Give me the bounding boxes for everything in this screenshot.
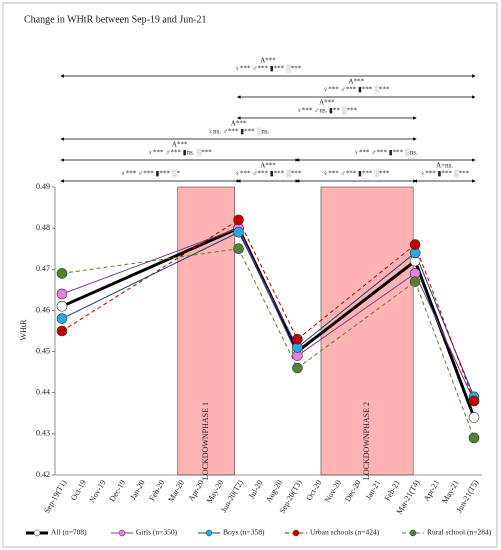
comparison-overall: A*** <box>260 162 276 170</box>
data-point <box>56 313 68 324</box>
comparison-overall: A*** <box>319 99 335 107</box>
data-point <box>409 239 421 250</box>
x-tick-label: Jan-20 <box>128 478 146 501</box>
x-tick-label: Apr-21 <box>422 478 441 502</box>
x-tick-label: Feb-21 <box>383 478 402 502</box>
region-label: LOCKDOWNPHASE 1 <box>201 402 210 480</box>
comparison-overall: A*** <box>231 120 247 128</box>
series-segment <box>297 252 416 348</box>
data-point <box>233 226 244 238</box>
series-segment <box>296 259 417 353</box>
data-point <box>468 395 480 407</box>
comparison-groups: ♀*** ♂*** ▮ns. ░*** <box>148 149 213 157</box>
legend-marker <box>409 529 417 537</box>
series-segment <box>61 227 239 295</box>
series-segment <box>238 227 298 356</box>
x-tick-label: Mar-20 <box>166 478 186 503</box>
x-tick-label: Dec-20 <box>343 478 363 503</box>
data-point <box>56 325 68 337</box>
series-segment <box>414 244 475 402</box>
x-tick-label: Dec-19 <box>108 478 128 503</box>
x-tick-label: Jan-21 <box>364 478 382 501</box>
data-point <box>233 243 244 255</box>
y-tick-label: 0.45 <box>36 346 50 355</box>
comparison-overall: A=ns. <box>436 162 453 170</box>
comparison-groups: ♀*** ♂*** ▮*** ░*** <box>323 170 390 178</box>
legend-marker <box>33 529 41 537</box>
legend-marker <box>118 529 126 537</box>
chart-title: Change in WHtR between Sep-19 and Jun-21 <box>24 14 207 25</box>
region-label: LOCKDOWNPHASE 2 <box>362 402 371 480</box>
comparison-overall: A*** <box>349 78 365 86</box>
data-point <box>292 362 303 374</box>
y-tick-label: 0.49 <box>36 182 50 191</box>
data-point <box>409 276 421 287</box>
series-segment <box>61 248 239 274</box>
y-tick-label: 0.43 <box>36 429 50 438</box>
y-tick-label: 0.46 <box>36 305 50 314</box>
x-tick-label: Nov-20 <box>323 478 343 504</box>
legend-label: Girls (n=350) <box>136 528 178 537</box>
x-tick-label: May-21 <box>440 478 460 504</box>
lockdown-region <box>320 186 414 476</box>
x-tick-label: Jul-20 <box>247 478 265 500</box>
legend-label: Boys (n=358) <box>223 528 265 537</box>
series-segment <box>413 260 476 418</box>
series-segment <box>297 281 416 369</box>
series-segment <box>238 232 298 348</box>
x-tick-label: May-20 <box>205 478 225 504</box>
legend-label: Urban schools (n=424) <box>310 528 380 537</box>
x-tick-label: Nov-19 <box>88 478 108 504</box>
x-tick-label: Feb-20 <box>147 478 166 502</box>
comparison-groups: ♀ns. ♂*** ▮*** ░ns. <box>208 128 270 136</box>
series-segment <box>238 248 298 369</box>
comparison-overall: A*** <box>172 141 188 149</box>
x-tick-label: Aug-20 <box>264 478 284 504</box>
y-tick-label: 0.44 <box>36 388 50 397</box>
series-segment <box>414 273 475 402</box>
comparison-overall: A*** <box>260 57 276 65</box>
x-tick-label: Oct-19 <box>69 478 88 502</box>
comparison-groups: ♀*** ♂ns. ▮** ░*** <box>297 107 358 115</box>
legend-marker <box>205 529 213 537</box>
series-segment <box>61 231 239 320</box>
comparison-groups: ♀*** ▮*** ░*** <box>420 170 470 178</box>
y-tick-label: 0.42 <box>36 470 50 479</box>
y-tick-label: 0.47 <box>36 264 50 273</box>
comparison-groups: ♀*** ♂*** ▮*** ░ns. <box>354 149 418 157</box>
x-tick-label: Oct-20 <box>304 478 323 502</box>
series-segment <box>238 219 298 340</box>
series-segment <box>61 226 240 308</box>
legend-marker <box>292 529 300 537</box>
data-point <box>56 268 68 279</box>
legend-label: All (n=708) <box>51 528 87 537</box>
legend-label: Rural school (n=284) <box>427 528 492 537</box>
series-segment <box>414 281 475 439</box>
y-axis-label: WHtR <box>19 319 28 341</box>
x-tick-label: Apr-20 <box>186 478 205 502</box>
x-tick-label: Sep-19(T1) <box>42 478 68 515</box>
series-segment <box>297 272 416 357</box>
data-point <box>233 214 244 226</box>
y-tick-label: 0.48 <box>36 223 50 232</box>
comparison-groups: ♀*** ♂*** ▮*** ░*** <box>323 86 390 94</box>
data-point <box>468 412 480 423</box>
comparison-groups: ♀*** ♂*** ▮*** ░*** <box>235 65 302 73</box>
data-point <box>468 432 480 444</box>
data-point <box>292 333 303 345</box>
data-point <box>56 288 68 300</box>
data-point <box>56 301 68 312</box>
series-segment <box>414 252 475 398</box>
comparison-groups: ♀*** ♂*** ▮*** ░*** <box>235 170 302 178</box>
comparison-groups: ♀*** ♂*** ▮*** ░* <box>121 170 181 178</box>
